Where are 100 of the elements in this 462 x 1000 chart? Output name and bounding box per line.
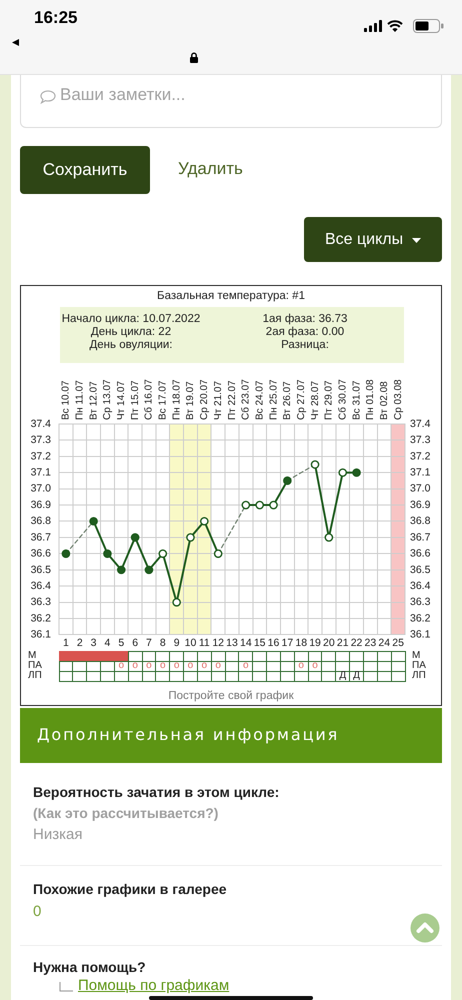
x-tick-label: 16 [268, 636, 280, 649]
x2-tick-label: Чт 28.07 [310, 380, 321, 420]
y-tick-label: 36.5 [30, 564, 52, 576]
x2-tick-label: Вс 17.07 [158, 380, 169, 420]
y-tick-label: 36.7 [30, 531, 52, 544]
point [172, 598, 181, 607]
y2-tick-label: 36.4 [410, 580, 431, 592]
text: o [146, 660, 152, 671]
x2-tick-label: Сб 16.07 [144, 378, 155, 420]
x2-tick-label: Вс 10.07 [60, 380, 72, 420]
text: 16:25 [34, 8, 78, 28]
x2-tick-label: Пн 01.08 [365, 379, 376, 420]
text: Дополнительная информация [37, 724, 340, 746]
x-tick-label: 7 [146, 636, 152, 649]
text: Начало цикла: 10.07.2022 [60, 313, 202, 326]
text: Д [353, 670, 360, 681]
y2-tick-label: 36.1 [410, 628, 431, 641]
y-tick-label: 36.8 [30, 515, 52, 528]
y-tick-label: 37.2 [30, 450, 52, 462]
x-tick-label: 19 [309, 636, 322, 649]
x2-tick-label: Вс 31.07 [351, 380, 362, 420]
x2-tick-label: Сб 23.07 [240, 378, 252, 420]
x2-tick-label: Вт 12.07 [88, 380, 100, 420]
point [352, 468, 361, 477]
x-tick-label: 5 [118, 636, 124, 649]
x-tick-label: 15 [254, 636, 266, 649]
point [283, 476, 292, 486]
x-tick-label: 25 [392, 636, 404, 649]
x2-tick-label: Вт 19.07 [185, 380, 196, 420]
x-tick-label: 21 [336, 636, 349, 649]
point [103, 549, 112, 558]
point [116, 566, 126, 574]
point [144, 566, 154, 574]
text: День цикла: 22 [90, 326, 172, 339]
x2-tick-label: Вт 26.07 [282, 380, 294, 420]
category-label: ЛП [28, 670, 42, 681]
category-label: ЛП [412, 670, 426, 681]
point [62, 549, 70, 558]
point [338, 468, 348, 477]
x2-tick-label: Ср 03.08 [392, 378, 404, 420]
x-tick-label: 22 [350, 636, 363, 649]
x-tick-label: 8 [160, 636, 166, 649]
point [89, 516, 98, 526]
point [310, 460, 320, 469]
y-tick-label: 36.9 [30, 498, 52, 511]
x-tick-label: 23 [364, 636, 376, 649]
y-tick-label: 36.3 [30, 596, 52, 608]
text: 2ая фаза: 0.00 [264, 326, 346, 339]
x-tick-label: 4 [104, 636, 111, 649]
y-tick-label: 36.1 [30, 628, 52, 641]
x-tick-label: 2 [76, 636, 83, 649]
text: Вероятность зачатия в этом цикле: [33, 783, 280, 802]
chart-title: Базальная температура: #1 [156, 289, 306, 303]
x-tick-label: 1 [63, 636, 69, 649]
text: o [202, 660, 208, 671]
y2-tick-label: 36.3 [410, 596, 431, 608]
text: o [132, 660, 138, 671]
text: Похожие графики в галерее [33, 880, 227, 899]
x2-tick-label: Пт 22.07 [226, 380, 238, 420]
point [200, 516, 209, 526]
y2-tick-label: 36.2 [410, 612, 431, 624]
x2-tick-label: Ср 27.07 [296, 378, 307, 420]
x2-tick-label: Чт 21.07 [212, 380, 224, 420]
x2-tick-label: Чт 14.07 [116, 380, 128, 420]
x-tick-label: 11 [198, 636, 210, 649]
point [324, 533, 334, 542]
x2-tick-label: Пт 15.07 [130, 380, 141, 420]
category-label: М [28, 650, 36, 661]
category-label: ПА [28, 660, 42, 671]
y2-tick-label: 36.5 [410, 564, 431, 576]
point [186, 533, 195, 542]
y-tick-label: 37.0 [30, 482, 52, 495]
text: Низкая [33, 825, 82, 845]
y-tick-label: 36.2 [30, 612, 52, 624]
x2-tick-label: Вс 24.07 [254, 380, 266, 420]
text: Разница: [280, 339, 330, 352]
y2-tick-label: 36.8 [410, 515, 431, 528]
y-tick-label: 37.4 [30, 418, 52, 430]
x-tick-label: 17 [282, 636, 294, 649]
text: Постройте свой график [167, 689, 295, 703]
text: Удалить [178, 159, 243, 179]
y2-tick-label: 37.1 [410, 466, 431, 479]
x-tick-label: 6 [132, 636, 138, 649]
x2-tick-label: Пн 25.07 [268, 379, 280, 420]
y2-tick-label: 36.9 [410, 498, 431, 511]
y-tick-label: 36.6 [30, 548, 52, 560]
x-tick-label: 20 [323, 636, 335, 649]
text: o [215, 660, 221, 671]
text: Д [339, 670, 346, 681]
text: o [298, 660, 304, 671]
x2-tick-label: Вт 02.08 [378, 380, 390, 420]
x-tick-label: 18 [295, 636, 308, 649]
y2-tick-label: 36.6 [410, 548, 431, 560]
y2-tick-label: 37.2 [410, 450, 431, 462]
dropdown-button: Все циклы [304, 217, 442, 262]
point [255, 500, 264, 510]
text: o [118, 660, 124, 671]
button: Сохранить [20, 146, 150, 194]
text: o [174, 660, 180, 671]
x2-tick-label: Ср 20.07 [199, 378, 210, 420]
